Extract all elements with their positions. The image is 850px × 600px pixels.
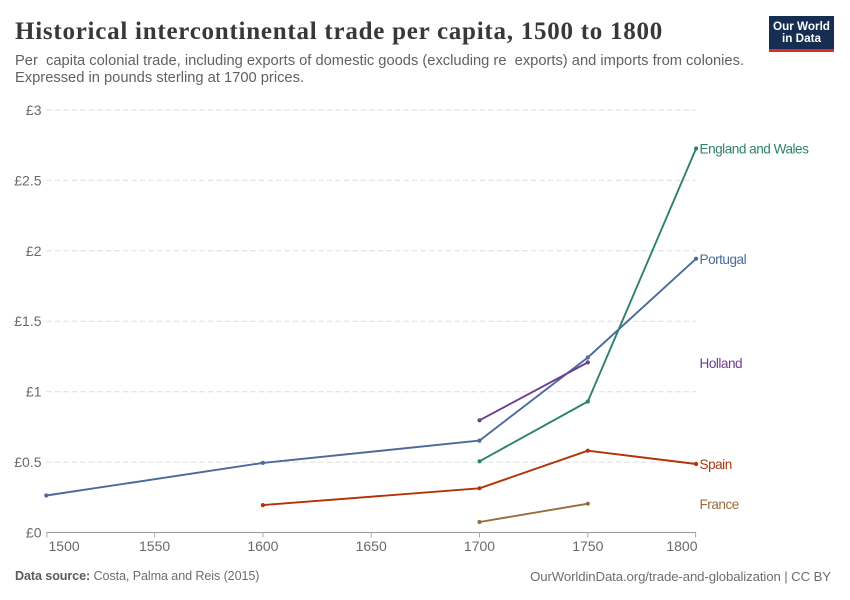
svg-text:£0: £0 — [26, 525, 42, 541]
svg-text:£2.5: £2.5 — [14, 172, 41, 188]
svg-text:£3: £3 — [26, 102, 42, 118]
svg-text:1650: 1650 — [356, 538, 387, 554]
svg-text:1750: 1750 — [572, 538, 603, 554]
svg-text:Portugal: Portugal — [700, 252, 747, 267]
svg-text:£2: £2 — [26, 243, 42, 259]
svg-text:1600: 1600 — [247, 538, 278, 554]
svg-text:£1.5: £1.5 — [14, 313, 41, 329]
svg-text:1550: 1550 — [139, 538, 170, 554]
svg-text:1800: 1800 — [666, 538, 697, 554]
svg-text:Holland: Holland — [700, 356, 743, 371]
svg-text:£1: £1 — [26, 384, 42, 400]
svg-text:1500: 1500 — [49, 538, 80, 554]
svg-text:Spain: Spain — [700, 457, 732, 472]
svg-text:£0.5: £0.5 — [14, 454, 41, 470]
svg-text:France: France — [700, 497, 739, 512]
svg-text:England and Wales: England and Wales — [700, 142, 810, 157]
svg-text:1700: 1700 — [464, 538, 495, 554]
